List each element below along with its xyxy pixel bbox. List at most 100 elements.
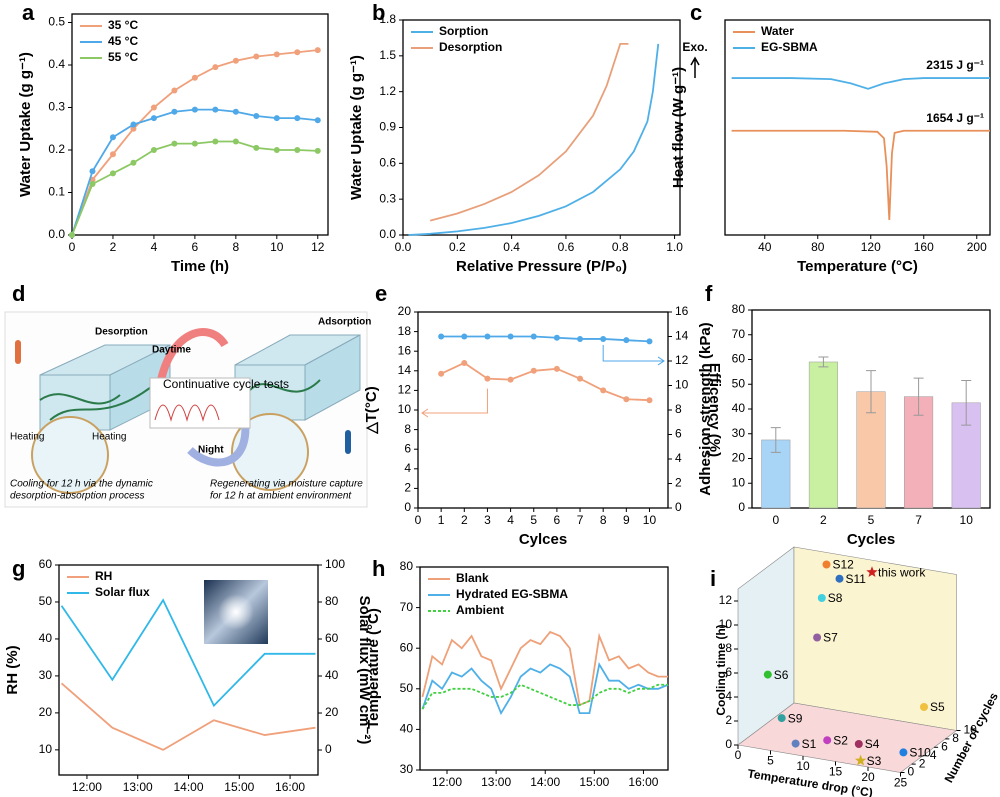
panel-label: d	[12, 281, 25, 306]
point	[777, 714, 786, 723]
marker	[294, 49, 301, 56]
y-tick-label: 4	[725, 689, 732, 703]
marker	[577, 335, 584, 342]
y-tick-label: 12	[719, 593, 733, 607]
error-bar	[866, 370, 876, 414]
legend-label: 55 °C	[108, 50, 138, 64]
y-tick-label: 20	[398, 304, 412, 318]
y-tick-label: 0	[725, 737, 732, 751]
y2-tick-label: 0	[675, 500, 682, 514]
x-tick-label: 5	[868, 513, 875, 527]
legend-label: Ambient	[456, 603, 504, 617]
point-label: S1	[802, 737, 817, 751]
y-tick-label: 1.2	[379, 84, 396, 98]
point-label: this work	[878, 565, 926, 579]
y-tick-label: 1.5	[379, 48, 396, 62]
marker	[600, 387, 607, 394]
y-tick-label: 20	[732, 451, 746, 465]
marker	[171, 108, 178, 115]
y-tick-label: 1.8	[379, 12, 396, 26]
label-night: Night	[198, 445, 224, 456]
series-line	[421, 683, 668, 710]
x-tick-label: 13:00	[481, 775, 511, 789]
y-tick-label: 50	[39, 594, 53, 608]
y-tick-label: 50	[732, 376, 746, 390]
x-tick-label: 6	[192, 240, 199, 254]
y2-tick-label: 8	[675, 402, 682, 416]
marker	[191, 74, 198, 81]
y-tick-label: 0.9	[379, 120, 396, 134]
panel-label: g	[12, 556, 25, 581]
day-arrow	[156, 328, 229, 386]
y-tick-label: 40	[732, 401, 746, 415]
marker	[212, 138, 219, 145]
marker	[623, 396, 630, 403]
z-tick-label: 0	[908, 765, 915, 779]
x-tick-label: 0	[415, 513, 422, 527]
z-tick-label: 6	[941, 739, 948, 753]
marker	[253, 113, 260, 119]
x-axis-label: Cycles	[847, 531, 895, 548]
zoom-circle	[31, 416, 109, 494]
label-daytime: Daytime	[152, 345, 191, 356]
marker	[294, 115, 301, 122]
marker	[253, 144, 260, 151]
marker	[314, 47, 321, 54]
y-tick-label: 4	[404, 461, 411, 475]
y-tick-label: 60	[732, 352, 746, 366]
zoom-circle	[231, 413, 309, 491]
y2-tick-label: 80	[325, 594, 339, 608]
point	[866, 566, 878, 578]
schematic: d Desorption Daytime Adsorption Night He…	[4, 281, 371, 508]
point-label: S10	[909, 746, 931, 760]
marker	[646, 338, 653, 345]
annotation: 1654 J g⁻¹	[926, 111, 984, 125]
y-tick-label: 80	[732, 302, 746, 316]
y-tick-label: 20	[39, 705, 53, 719]
marker	[484, 333, 491, 340]
point-label: S11	[846, 572, 867, 586]
x-tick-label: 25	[894, 776, 908, 790]
marker	[461, 359, 468, 366]
caption: Regenerating via moisture capture	[210, 479, 363, 490]
x-tick-label: 2	[110, 240, 117, 254]
marker	[150, 147, 157, 153]
marker	[314, 147, 321, 154]
y2-tick-label: 4	[675, 451, 682, 465]
marker	[273, 147, 280, 153]
y-tick-label: 0.5	[48, 15, 65, 29]
label-cycle-tests: Continuative cycle tests	[163, 377, 289, 391]
x-tick-label: 8	[232, 240, 239, 254]
x-tick-label: 7	[577, 513, 584, 527]
marker	[130, 159, 137, 166]
x-tick-label: 5	[767, 754, 774, 768]
x-axis-label: Time (h)	[171, 258, 229, 275]
x-tick-label: 0	[69, 240, 76, 254]
y-tick-label: 2	[725, 713, 732, 727]
cycle-inset	[149, 377, 251, 429]
y-tick-label: 0	[738, 500, 745, 514]
x-tick-label: 1	[438, 513, 445, 527]
x-tick-label: 40	[758, 240, 772, 254]
y-tick-label: 60	[39, 557, 53, 571]
point-label: S12	[833, 558, 855, 572]
point	[763, 670, 772, 679]
y-tick-label: 0.1	[48, 185, 65, 199]
series-line	[421, 630, 668, 707]
series-line	[71, 108, 318, 236]
y-tick-label: 30	[39, 668, 53, 682]
series-line	[731, 129, 990, 220]
y-tick-label: 60	[400, 640, 414, 654]
point-label: S5	[930, 700, 945, 714]
y-tick-label: 0.3	[379, 191, 396, 205]
marker	[89, 168, 96, 175]
marker	[191, 140, 198, 147]
x-tick-label: 2	[461, 513, 468, 527]
point	[854, 740, 863, 748]
marker	[130, 125, 137, 132]
exo-label: Exo.	[682, 40, 707, 54]
point-label: S3	[867, 754, 882, 768]
x-tick-label: 160	[914, 240, 934, 254]
x-axis-label: Temperature drop (°C)	[747, 766, 874, 797]
